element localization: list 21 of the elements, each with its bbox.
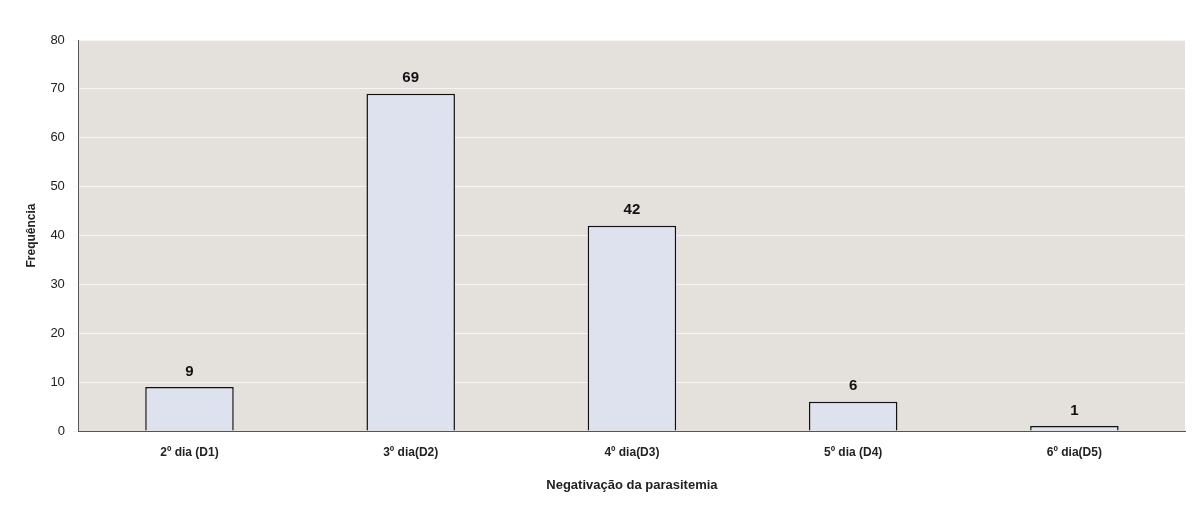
y-tick-label: 80	[50, 31, 65, 47]
y-tick-label: 60	[50, 129, 65, 145]
y-tick-label: 70	[50, 80, 65, 96]
x-axis-title: Negativação da parasitemia	[546, 476, 719, 492]
y-tick-label: 30	[50, 275, 65, 291]
data-label: 1	[1070, 400, 1079, 418]
x-tick-label: 6º dia(D5)	[1046, 444, 1102, 459]
x-tick-label: 4º dia(D3)	[604, 444, 660, 459]
data-label: 6	[848, 376, 858, 394]
x-tick-label: 3º dia(D2)	[383, 444, 439, 459]
y-tick-label: 40	[50, 227, 65, 243]
y-axis-title: Frequência	[23, 203, 38, 268]
y-tick-label: 10	[50, 373, 65, 389]
y-tick-label: 20	[50, 324, 65, 340]
x-tick-label: 2º dia (D1)	[160, 444, 219, 459]
data-label: 69	[402, 68, 420, 86]
data-label: 9	[185, 361, 194, 379]
y-tick-label: 0	[57, 422, 65, 438]
y-tick-label: 50	[50, 178, 65, 194]
x-tick-label: 5º dia (D4)	[823, 444, 883, 459]
data-label: 42	[623, 200, 641, 218]
